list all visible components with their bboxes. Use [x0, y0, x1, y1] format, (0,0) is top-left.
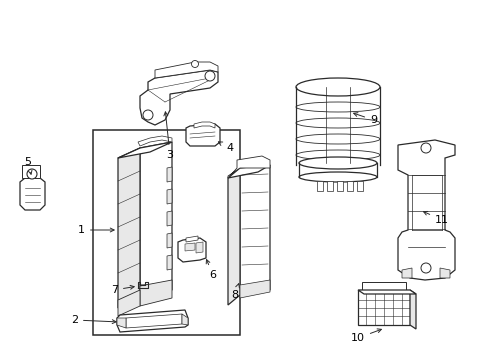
- Ellipse shape: [296, 102, 380, 112]
- Polygon shape: [155, 62, 218, 78]
- Polygon shape: [118, 290, 140, 316]
- Polygon shape: [167, 189, 172, 204]
- Ellipse shape: [299, 157, 377, 169]
- Text: 3: 3: [164, 112, 173, 160]
- Polygon shape: [186, 236, 198, 242]
- Text: 10: 10: [351, 329, 381, 343]
- Polygon shape: [178, 238, 206, 262]
- Circle shape: [27, 169, 37, 179]
- Text: 8: 8: [231, 284, 240, 300]
- Polygon shape: [140, 70, 218, 125]
- Polygon shape: [228, 168, 240, 305]
- Text: 7: 7: [111, 285, 134, 295]
- Polygon shape: [118, 142, 172, 158]
- Bar: [347, 181, 353, 191]
- Polygon shape: [402, 268, 412, 278]
- Polygon shape: [228, 156, 270, 178]
- Polygon shape: [167, 211, 172, 226]
- Ellipse shape: [296, 118, 380, 128]
- Circle shape: [205, 71, 215, 81]
- Polygon shape: [240, 280, 270, 298]
- Polygon shape: [228, 165, 270, 178]
- Bar: [22, 165, 40, 178]
- Polygon shape: [20, 178, 45, 210]
- Text: 2: 2: [71, 315, 116, 325]
- Polygon shape: [118, 148, 140, 308]
- Polygon shape: [117, 318, 126, 328]
- Circle shape: [421, 143, 431, 153]
- Polygon shape: [140, 142, 172, 298]
- Polygon shape: [140, 280, 172, 306]
- Ellipse shape: [296, 134, 380, 144]
- Polygon shape: [167, 233, 172, 248]
- Polygon shape: [358, 290, 416, 294]
- Text: 5: 5: [24, 157, 32, 174]
- Polygon shape: [196, 242, 203, 253]
- Polygon shape: [194, 122, 215, 128]
- Text: 11: 11: [423, 211, 449, 225]
- Text: 4: 4: [219, 142, 233, 153]
- Polygon shape: [185, 243, 195, 251]
- Polygon shape: [362, 282, 406, 290]
- Text: 1: 1: [78, 225, 114, 235]
- Polygon shape: [240, 165, 270, 295]
- Polygon shape: [398, 140, 455, 280]
- Polygon shape: [117, 310, 188, 332]
- Polygon shape: [138, 136, 172, 146]
- Bar: [357, 181, 363, 191]
- Polygon shape: [167, 255, 172, 270]
- Ellipse shape: [296, 150, 380, 160]
- Polygon shape: [410, 290, 416, 329]
- Circle shape: [192, 60, 198, 68]
- Bar: [327, 181, 333, 191]
- Polygon shape: [440, 268, 450, 278]
- Text: 9: 9: [354, 113, 377, 125]
- Circle shape: [421, 263, 431, 273]
- Polygon shape: [126, 314, 182, 328]
- Polygon shape: [167, 167, 172, 182]
- Text: 6: 6: [206, 260, 217, 280]
- Polygon shape: [358, 290, 410, 325]
- Bar: [93, 130, 240, 335]
- Bar: [317, 181, 323, 191]
- Bar: [337, 181, 343, 191]
- Ellipse shape: [299, 172, 377, 182]
- Circle shape: [143, 110, 153, 120]
- Ellipse shape: [296, 78, 380, 96]
- Polygon shape: [182, 314, 188, 325]
- Polygon shape: [186, 124, 220, 146]
